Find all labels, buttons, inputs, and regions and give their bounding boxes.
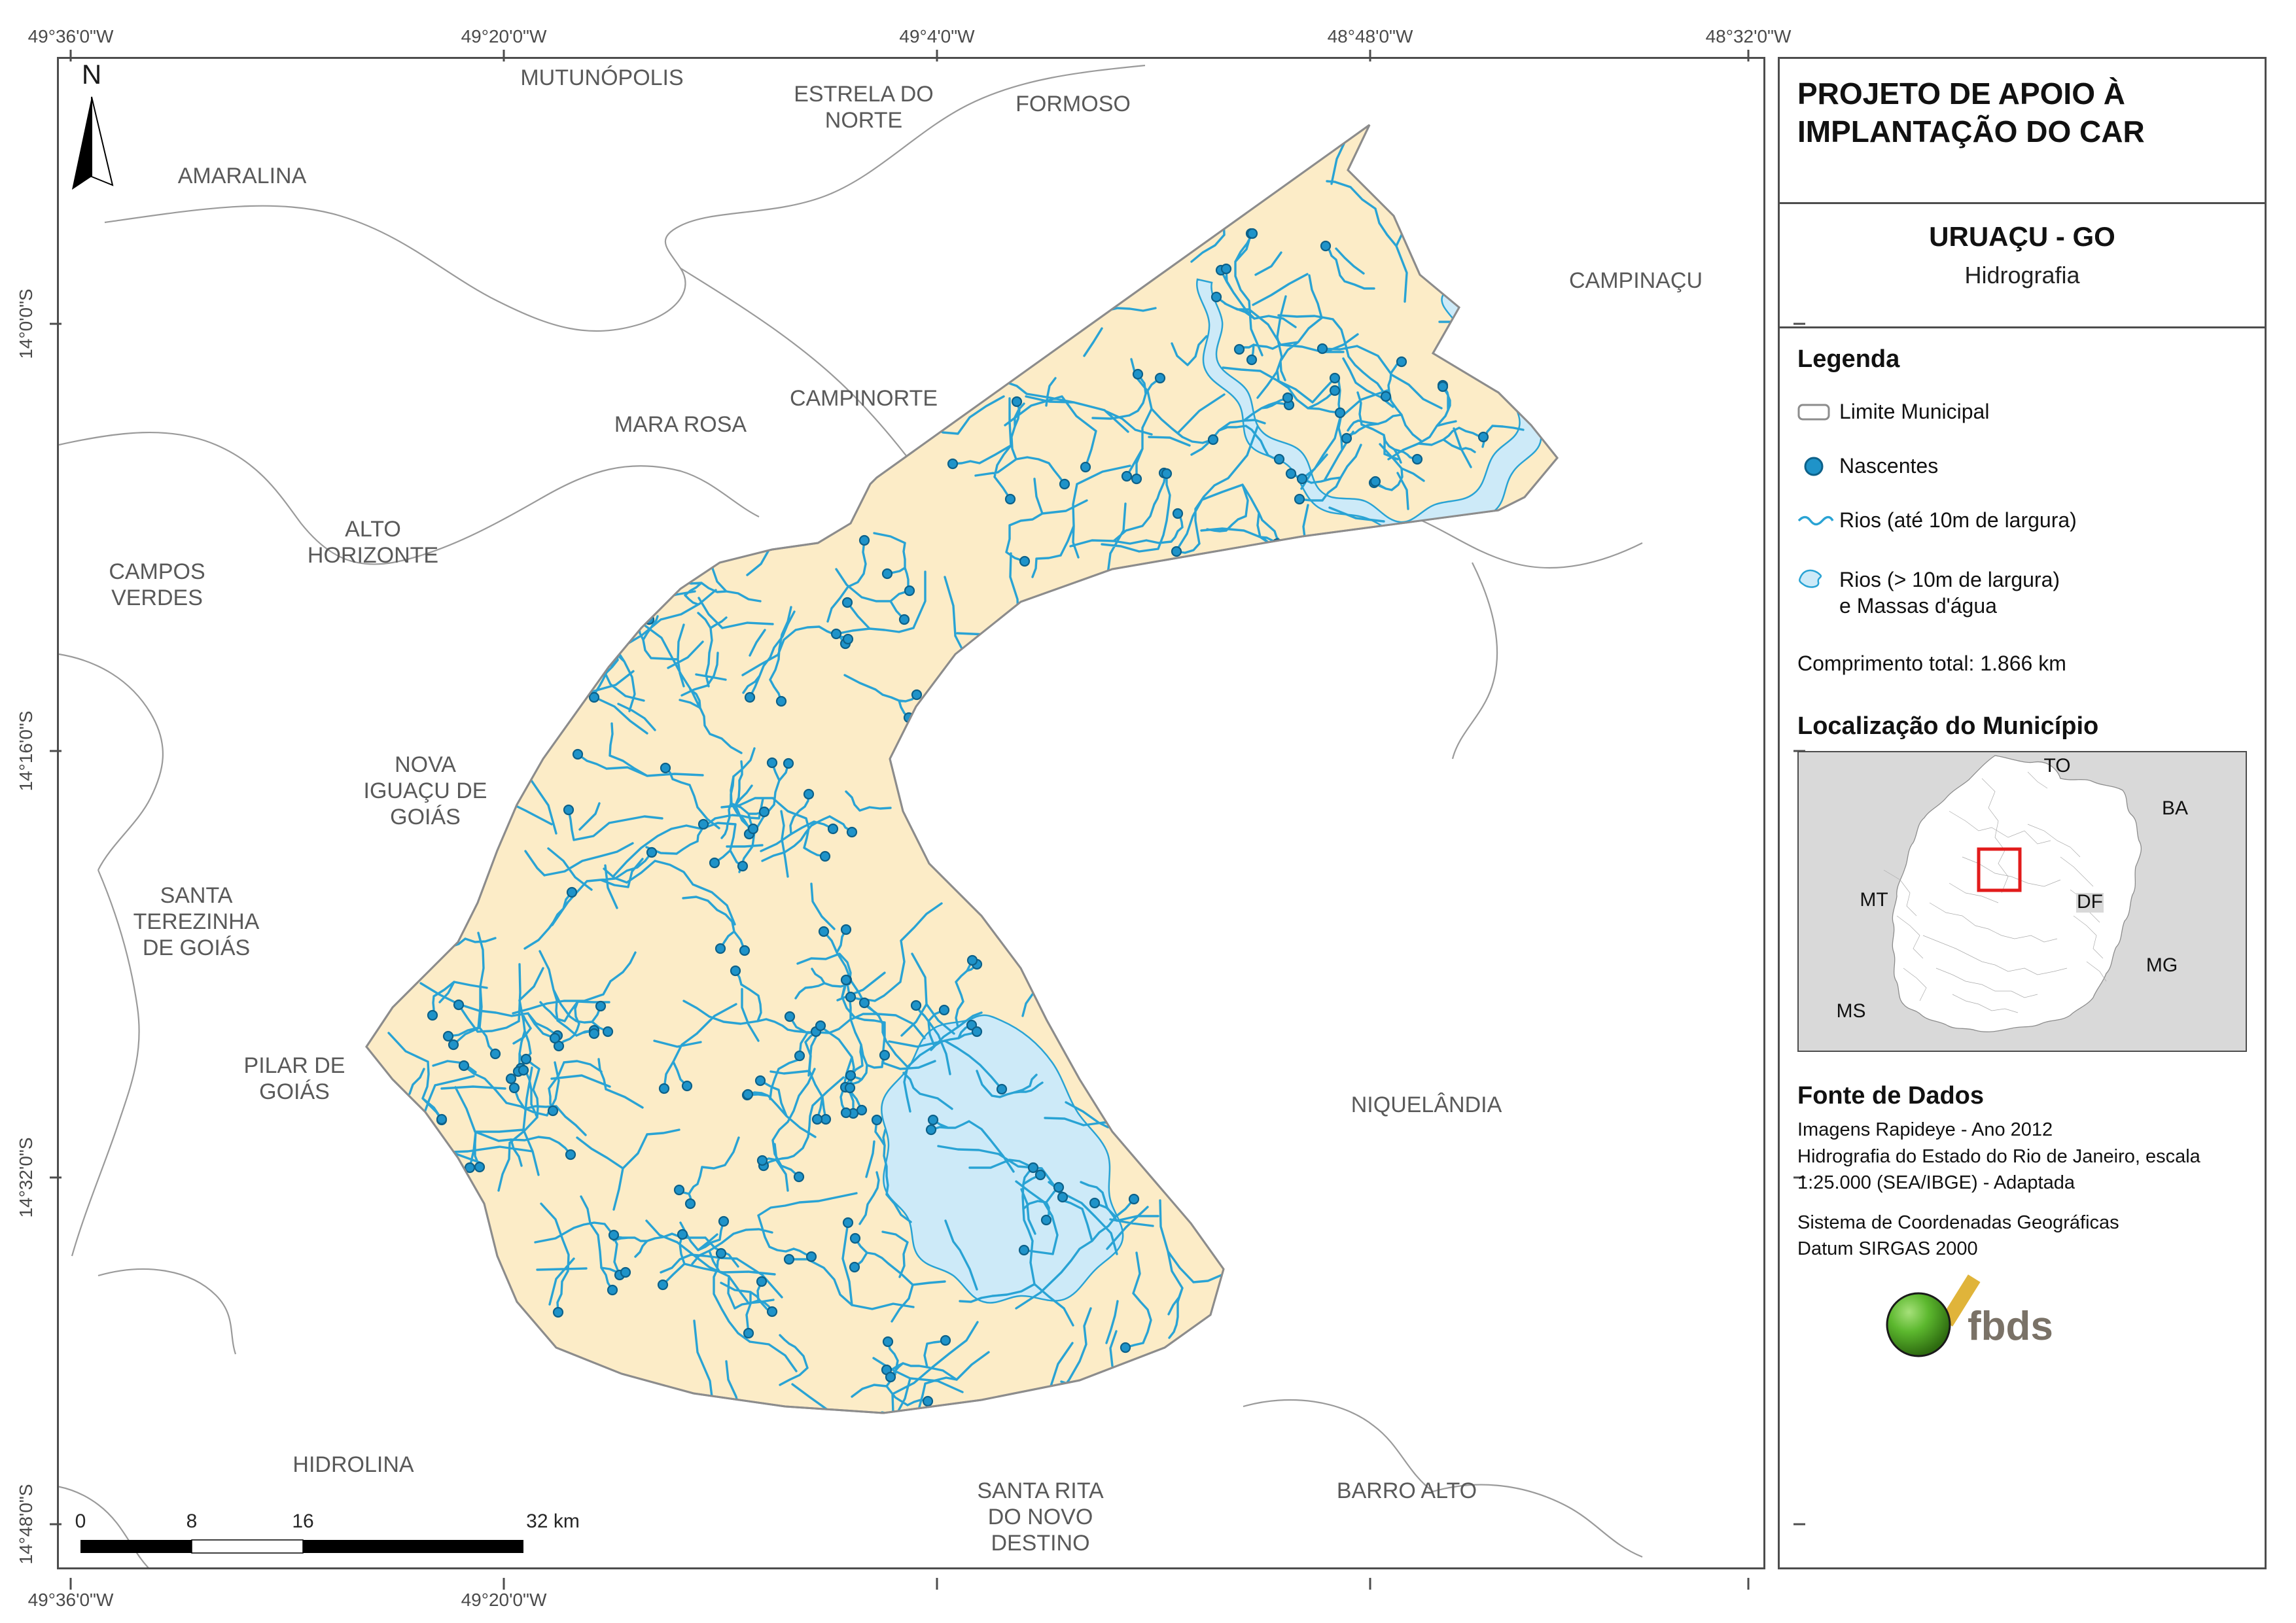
svg-text:PILAR DE: PILAR DE: [244, 1053, 345, 1078]
svg-text:VERDES: VERDES: [111, 585, 203, 610]
svg-text:CAMPINORTE: CAMPINORTE: [790, 386, 938, 411]
svg-text:DE GOIÁS: DE GOIÁS: [143, 935, 250, 960]
svg-text:DF: DF: [2077, 891, 2103, 913]
svg-text:TEREZINHA: TEREZINHA: [133, 909, 260, 934]
svg-text:BA: BA: [2162, 797, 2188, 819]
svg-text:CAMPINAÇU: CAMPINAÇU: [1569, 268, 1703, 293]
svg-text:TO: TO: [2043, 755, 2070, 777]
svg-text:16: 16: [292, 1510, 313, 1532]
svg-text:MS: MS: [1837, 1000, 1866, 1022]
svg-text:ESTRELA DO: ESTRELA DO: [794, 82, 934, 107]
svg-text:FORMOSO: FORMOSO: [1016, 92, 1131, 116]
svg-text:CAMPOS: CAMPOS: [109, 559, 205, 584]
svg-text:DESTINO: DESTINO: [991, 1531, 1089, 1556]
svg-text:HORIZONTE: HORIZONTE: [308, 543, 438, 568]
svg-text:DO NOVO: DO NOVO: [988, 1505, 1093, 1529]
svg-text:0: 0: [75, 1510, 86, 1532]
svg-text:MT: MT: [1860, 889, 1888, 911]
svg-text:AMARALINA: AMARALINA: [178, 164, 307, 188]
svg-text:GOIÁS: GOIÁS: [390, 805, 461, 829]
svg-text:ALTO: ALTO: [345, 517, 401, 542]
svg-text:MARA ROSA: MARA ROSA: [614, 412, 747, 437]
svg-text:HIDROLINA: HIDROLINA: [292, 1452, 414, 1477]
svg-text:NORTE: NORTE: [825, 108, 902, 133]
svg-text:NIQUELÂNDIA: NIQUELÂNDIA: [1351, 1092, 1502, 1117]
svg-text:SANTA RITA: SANTA RITA: [977, 1478, 1104, 1503]
svg-text:8: 8: [186, 1510, 198, 1532]
svg-text:MG: MG: [2146, 954, 2178, 976]
svg-text:MUTUNÓPOLIS: MUTUNÓPOLIS: [520, 65, 683, 90]
svg-text:NOVA: NOVA: [395, 752, 456, 777]
svg-text:N: N: [82, 59, 101, 90]
svg-text:32 km: 32 km: [526, 1510, 580, 1532]
svg-text:SANTA: SANTA: [160, 883, 233, 908]
svg-text:BARRO ALTO: BARRO ALTO: [1337, 1478, 1477, 1503]
svg-text:GOIÁS: GOIÁS: [259, 1079, 330, 1104]
svg-text:fbds: fbds: [1968, 1304, 2053, 1349]
svg-text:IGUAÇU DE: IGUAÇU DE: [364, 778, 487, 803]
